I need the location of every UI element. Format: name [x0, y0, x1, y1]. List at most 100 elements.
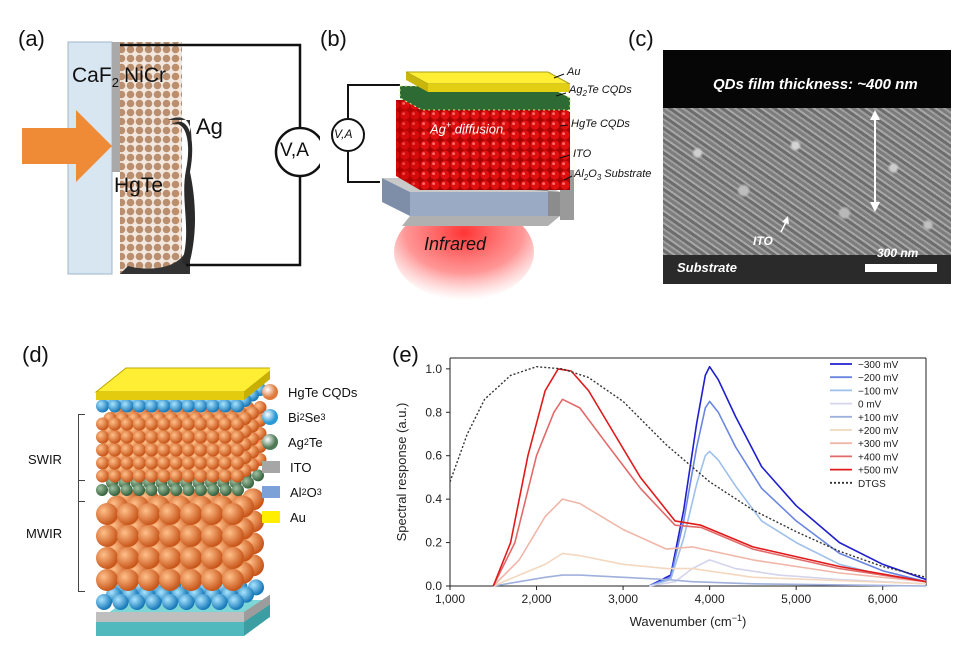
light-arrow — [22, 110, 112, 182]
caf2-label: CaF2 — [72, 64, 119, 91]
mwir-bracket — [78, 480, 85, 592]
x-tick-label: 1,000 — [435, 592, 465, 606]
legend-swatch — [262, 511, 280, 523]
wire-left-top — [347, 84, 400, 118]
sem-ito-label: ITO — [753, 234, 773, 248]
layer-label-au: Au — [567, 66, 581, 78]
wire-bottom — [186, 176, 302, 267]
series-line — [449, 366, 927, 578]
legend-label: −300 mV — [858, 360, 899, 371]
legend-text: Ag — [288, 434, 304, 450]
sem-scalebar-label: 300 nm — [877, 246, 919, 260]
panel-e: (e) 1,000 2,000 3,000 4,000 5,000 6,000 0.0 0.2… — [380, 330, 953, 649]
layer-label-al2o3: Al2O3 Substrate — [574, 168, 652, 183]
legend-label: +200 mV — [858, 426, 899, 437]
legend-item: Al 2 O 3 — [262, 482, 322, 502]
wire-left-bottom — [347, 152, 380, 183]
legend-text: Bi — [288, 409, 300, 425]
sem-thickness-arrow — [780, 110, 880, 233]
legend-item: Bi 2 Se 3 — [262, 407, 326, 427]
sem-image: QDs film thickness: ~400 nm ITO Substrat… — [663, 50, 951, 284]
legend-item: ITO — [262, 457, 311, 477]
legend-swatch — [262, 461, 280, 473]
wire-top — [120, 43, 302, 128]
series-line — [648, 400, 927, 587]
legend-text: Au — [290, 509, 306, 525]
series-line — [493, 574, 927, 587]
y-tick-label: 0.0 — [425, 579, 442, 593]
swir-label: SWIR — [28, 452, 62, 467]
au-electrode — [405, 71, 571, 85]
legend-label: +500 mV — [858, 466, 899, 477]
legend-item: Au — [262, 507, 306, 527]
meter-label-b: V,A — [334, 127, 353, 141]
x-tick-label: 3,000 — [608, 592, 638, 606]
panel-a: (a) CaF2 NiCr HgTe Ag V,A — [0, 0, 320, 300]
legend-swatch — [262, 409, 278, 425]
legend-text: Al — [290, 484, 302, 500]
series-line — [492, 398, 927, 587]
legend-label: −200 mV — [858, 373, 899, 384]
hgte-label: HgTe — [114, 174, 164, 197]
panel-a-label: (a) — [18, 26, 45, 51]
legend-label: DTGS — [858, 479, 886, 490]
ag-diffusion-label: Ag+ diffusion — [430, 120, 504, 137]
panel-d: (d) SWIR MWIR HgTe CQDs Bi 2 Se 3 Ag 2 Te ITO Al 2… — [0, 330, 380, 649]
series-line — [492, 368, 927, 587]
layer-label-ito: ITO — [573, 148, 592, 160]
legend-label: +100 mV — [858, 413, 899, 424]
y-tick-label: 1.0 — [425, 362, 442, 376]
legend-swatch — [262, 486, 280, 498]
ag-label: Ag — [196, 114, 223, 139]
infrared-label: Infrared — [424, 234, 487, 254]
y-tick-label: 0.2 — [425, 536, 442, 550]
legend-text: ITO — [290, 459, 312, 475]
x-tick-label: 2,000 — [522, 592, 552, 606]
series-line — [648, 365, 927, 587]
panel-b: (b) — [320, 0, 660, 300]
legend-item: HgTe CQDs — [262, 382, 357, 402]
sem-title: QDs film thickness: ~400 nm — [713, 76, 918, 93]
y-tick-label: 0.4 — [425, 492, 442, 506]
legend-item: Ag 2 Te — [262, 432, 323, 452]
layer-label-ag2te: Ag2Te CQDs — [569, 84, 632, 99]
series-line — [648, 559, 927, 587]
y-axis-label: Spectral response (a.u.) — [394, 403, 409, 542]
panel-d-stack-diagram — [94, 367, 270, 636]
panel-b-device-diagram — [331, 71, 574, 300]
spectral-response-chart: 1,000 2,000 3,000 4,000 5,000 6,000 0.0 0.2 0.4 0… — [394, 357, 927, 629]
mwir-label: MWIR — [26, 526, 63, 541]
series-line — [492, 498, 927, 587]
series-line — [648, 450, 927, 587]
x-tick-label: 6,000 — [868, 592, 898, 606]
sem-substrate-label: Substrate — [677, 260, 737, 275]
meter-symbol — [274, 126, 320, 178]
legend-text: HgTe CQDs — [288, 384, 358, 400]
nicr-strip — [112, 42, 120, 172]
legend-label: −100 mV — [858, 386, 899, 397]
meter-symbol-b — [331, 118, 365, 152]
nicr-label: NiCr — [124, 64, 166, 87]
series-line — [492, 552, 927, 587]
legend-swatch — [262, 434, 278, 450]
x-tick-label: 4,000 — [695, 592, 725, 606]
legend-label: 0 mV — [858, 400, 882, 411]
sem-scalebar — [865, 264, 937, 272]
panel-c-label: (c) — [628, 26, 654, 51]
hgte-layer — [120, 42, 182, 274]
swir-bracket — [78, 414, 85, 502]
y-tick-label: 0.8 — [425, 405, 442, 419]
panel-d-label: (d) — [22, 342, 49, 367]
panel-e-label: (e) — [392, 342, 419, 367]
panel-b-label: (b) — [320, 26, 347, 51]
layer-label-hgte: HgTe CQDs — [571, 118, 630, 130]
hgte-cqd-stack — [396, 100, 570, 190]
panel-a-device-diagram — [22, 41, 320, 275]
meter-label: V,A — [280, 140, 309, 161]
infrared-glow — [394, 204, 534, 300]
x-axis-label: Wavenumber (cm−1) — [630, 613, 747, 629]
legend-swatch — [262, 384, 278, 400]
y-tick-label: 0.6 — [425, 449, 442, 463]
legend-label: +400 mV — [858, 452, 899, 463]
x-tick-label: 5,000 — [781, 592, 811, 606]
